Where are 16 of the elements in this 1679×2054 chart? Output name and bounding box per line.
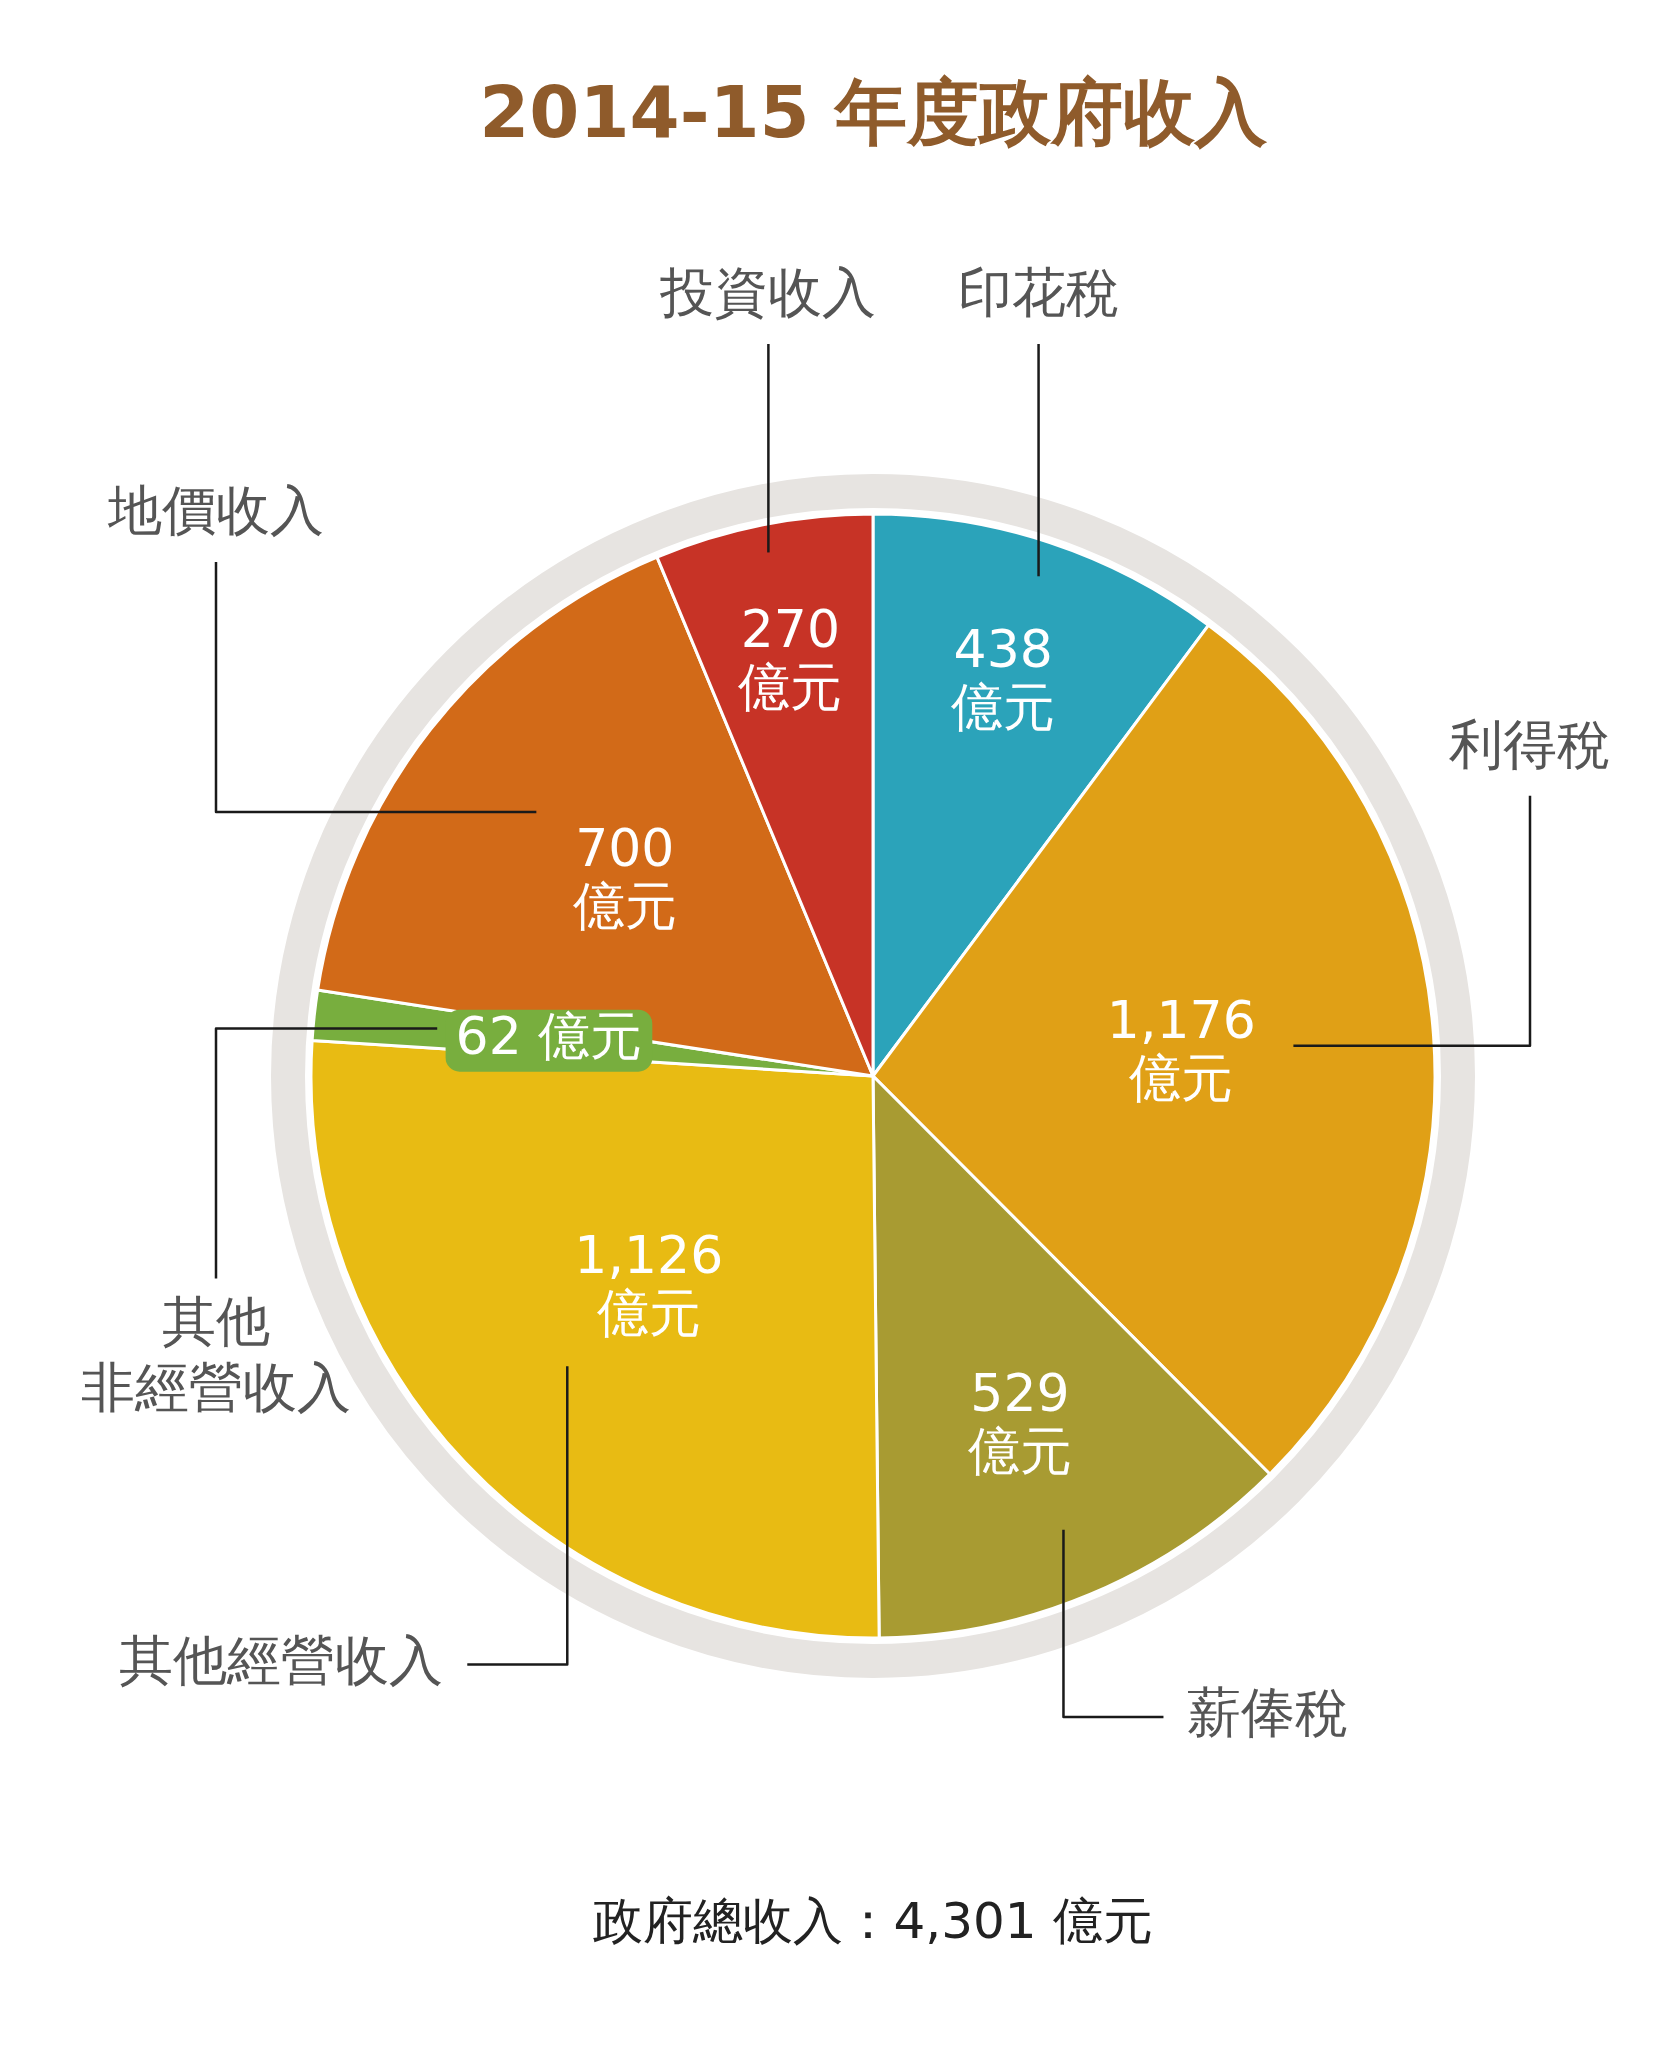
- data-label: 270 億元: [738, 599, 843, 718]
- chart-title: 2014-15 年度政府收入: [479, 69, 1268, 154]
- data-label: 1,126 億元: [574, 1225, 724, 1344]
- data-label: 700 億元: [572, 817, 677, 936]
- slice-label: 薪俸稅: [1187, 1681, 1350, 1745]
- data-label: 529 億元: [967, 1362, 1072, 1481]
- data-label: 1,176 億元: [1106, 990, 1256, 1109]
- slice-label: 利得稅: [1449, 712, 1611, 776]
- text: 政府總收入：4,301 億元: [593, 1891, 1153, 1950]
- slice-label: 地價收入: [107, 479, 324, 543]
- slice-label: 印花稅: [957, 261, 1120, 325]
- data-label: 62 億元: [455, 1006, 643, 1067]
- slice-label: 其他經營收入: [119, 1628, 444, 1692]
- data-label: 438 億元: [951, 619, 1056, 738]
- slice-label: 其他非經營收入: [81, 1289, 351, 1419]
- slice-label: 投資收入: [659, 261, 877, 325]
